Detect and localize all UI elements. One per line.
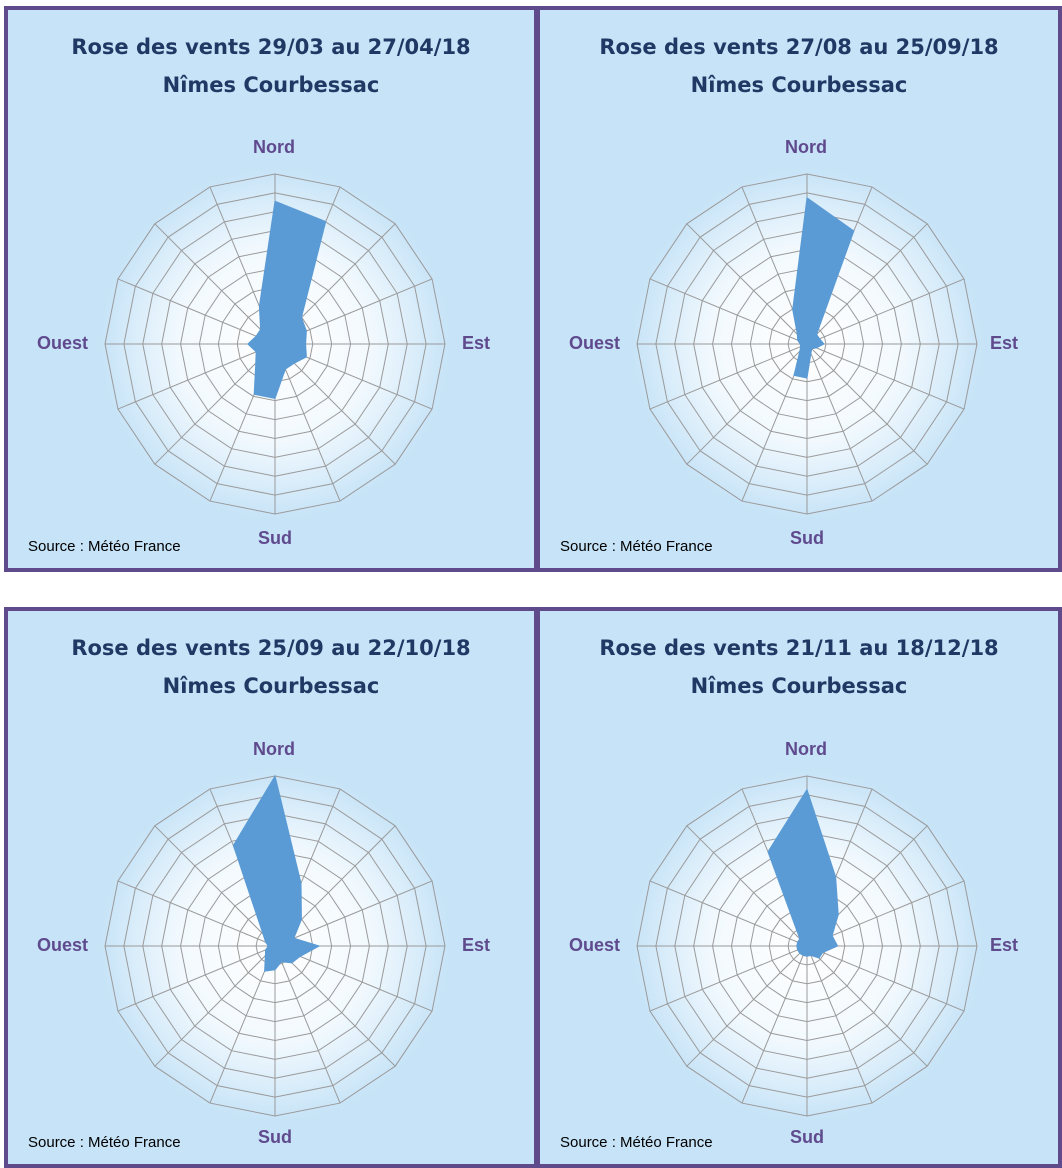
wind-rose-chart-1 (99, 168, 451, 520)
grid-spoke (649, 278, 808, 345)
wind-rose-chart-2 (631, 168, 983, 520)
grid-spoke (274, 343, 341, 502)
grid-spoke (274, 945, 433, 1012)
grid-spoke (741, 945, 808, 1104)
grid-spoke (154, 825, 276, 947)
label-west: Ouest (37, 333, 89, 353)
grid-spoke (806, 945, 928, 1067)
label-east: Est (990, 333, 1019, 353)
wind-rose-chart-4 (631, 770, 983, 1122)
chart-title-line2: Nîmes Courbessac (690, 73, 908, 97)
chart-title-line1: Rose des vents 21/11 au 18/12/18 (599, 636, 999, 660)
grid-spoke (649, 880, 808, 947)
wind-rose-panel-3: Rose des vents 25/09 au 22/10/18 Nîmes C… (4, 607, 538, 1168)
label-east: Est (990, 935, 1019, 955)
chart-title-line2: Nîmes Courbessac (162, 73, 380, 97)
wind-rose-panel-1: Rose des vents 29/03 au 27/04/18 Nîmes C… (4, 6, 538, 572)
label-south: Sud (790, 1127, 824, 1147)
grid-spoke (154, 223, 276, 345)
label-north: Nord (253, 137, 295, 157)
chart-title-line1: Rose des vents 29/03 au 27/04/18 (71, 35, 471, 59)
grid-spoke (686, 825, 808, 947)
label-north: Nord (785, 137, 827, 157)
wind-frequency-area (232, 774, 321, 972)
wind-rose-panel-2: Rose des vents 27/08 au 25/09/18 Nîmes C… (536, 6, 1062, 572)
grid-spoke (806, 278, 965, 345)
grid-spoke (154, 945, 276, 1067)
grid-spoke (806, 343, 928, 465)
label-south: Sud (258, 1127, 292, 1147)
grid-spoke (209, 945, 276, 1104)
grid-spoke (274, 945, 341, 1104)
grid-spoke (274, 880, 433, 947)
grid-spoke (117, 343, 276, 410)
grid-spoke (686, 945, 808, 1067)
grid-spoke (806, 343, 965, 410)
wind-frequency-area (792, 196, 855, 379)
grid-spoke (806, 945, 965, 1012)
wind-rose-panel-4: Rose des vents 21/11 au 18/12/18 Nîmes C… (536, 607, 1062, 1168)
grid-spoke (806, 343, 873, 502)
grid-spoke (274, 343, 396, 465)
grid-spoke (649, 945, 808, 1012)
grid-spoke (649, 343, 808, 410)
chart-title-line2: Nîmes Courbessac (690, 674, 908, 698)
chart-title-line1: Rose des vents 25/09 au 22/10/18 (71, 636, 471, 660)
label-south: Sud (258, 528, 292, 548)
label-north: Nord (253, 739, 295, 759)
label-south: Sud (790, 528, 824, 548)
source-label: Source : Météo France (560, 1134, 713, 1151)
grid-spoke (117, 945, 276, 1012)
chart-title-line1: Rose des vents 27/08 au 25/09/18 (599, 35, 999, 59)
grid-spoke (806, 223, 928, 345)
grid-spoke (117, 278, 276, 345)
label-east: Est (462, 333, 491, 353)
grid-spoke (686, 223, 808, 345)
wind-frequency-area (247, 200, 327, 399)
label-east: Est (462, 935, 491, 955)
chart-title-line2: Nîmes Courbessac (162, 674, 380, 698)
wind-rose-chart-3 (99, 770, 451, 1122)
label-north: Nord (785, 739, 827, 759)
label-west: Ouest (569, 935, 621, 955)
grid-spoke (274, 945, 396, 1067)
grid-spoke (806, 945, 873, 1104)
source-label: Source : Météo France (560, 538, 713, 555)
grid-spoke (117, 880, 276, 947)
label-west: Ouest (569, 333, 621, 353)
label-west: Ouest (37, 935, 89, 955)
wind-frequency-area (767, 788, 839, 959)
grid-spoke (154, 343, 276, 465)
grid-spoke (686, 343, 808, 465)
grid-spoke (806, 880, 965, 947)
source-label: Source : Météo France (28, 1134, 181, 1151)
source-label: Source : Météo France (28, 538, 181, 555)
